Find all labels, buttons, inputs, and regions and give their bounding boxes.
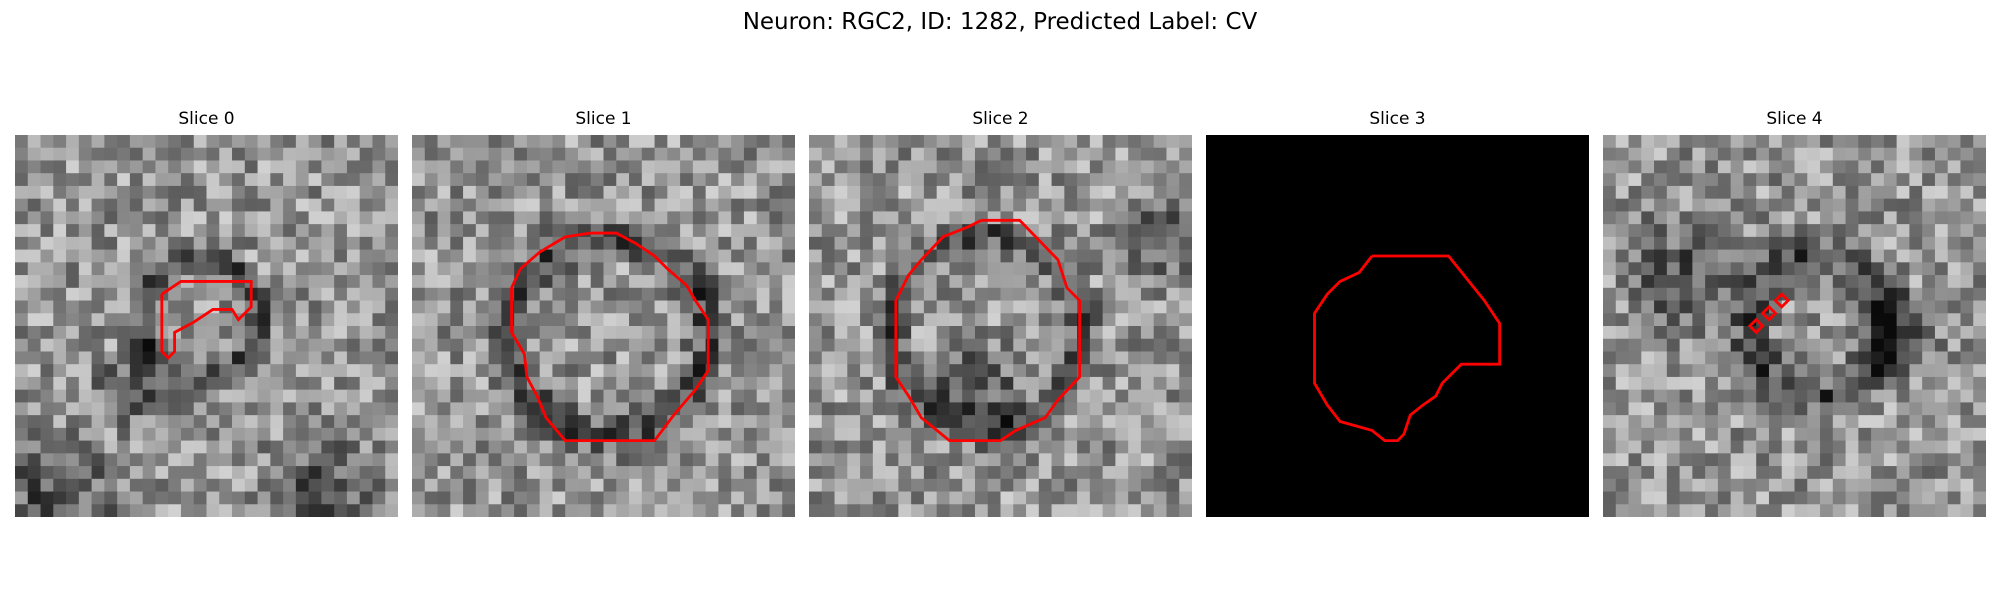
slice-title-4: Slice 4 [1766, 109, 1823, 129]
slice-image-0 [15, 135, 398, 517]
pixel-layer-2 [809, 135, 1192, 517]
pixel-layer-3 [1206, 135, 1589, 517]
slice-title-2: Slice 2 [972, 109, 1029, 129]
slice-title-0: Slice 0 [178, 109, 235, 129]
slice-image-3 [1206, 135, 1589, 517]
slice-panel-1: Slice 1 [412, 0, 795, 600]
slice-image-2 [809, 135, 1192, 517]
outline-4b [1760, 304, 1778, 322]
slice-image-4 [1603, 135, 1986, 517]
outline-4a [1747, 317, 1765, 335]
slice-panel-3: Slice 3 [1206, 0, 1589, 600]
pixel-layer-0 [15, 135, 398, 517]
slice-panel-0: Slice 0 [15, 0, 398, 600]
slice-image-1 [412, 135, 795, 517]
outline-1 [510, 231, 710, 443]
figure-title: Neuron: RGC2, ID: 1282, Predicted Label:… [742, 9, 1258, 35]
slice-title-3: Slice 3 [1369, 109, 1426, 129]
pixel-layer-4 [1603, 135, 1986, 517]
slice-panel-2: Slice 2 [809, 0, 1192, 600]
slice-panel-4: Slice 4 [1603, 0, 1986, 600]
outline-2 [894, 218, 1082, 443]
pixel-layer-1 [412, 135, 795, 517]
slice-title-1: Slice 1 [575, 109, 632, 129]
outline-4c [1773, 292, 1791, 309]
outline-0 [160, 280, 253, 360]
black-background [1206, 135, 1589, 517]
outline-3 [1313, 254, 1502, 443]
